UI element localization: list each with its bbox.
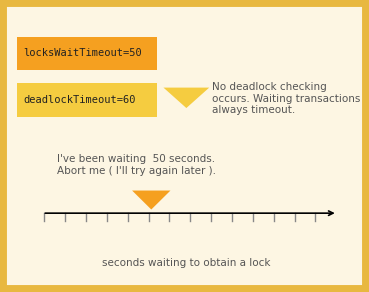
Text: No deadlock checking
occurs. Waiting transactions
always timeout.: No deadlock checking occurs. Waiting tra… (212, 82, 361, 115)
Text: I've been waiting  50 seconds.
Abort me ( I'll try again later ).: I've been waiting 50 seconds. Abort me (… (57, 154, 216, 176)
Text: locksWaitTimeout=50: locksWaitTimeout=50 (23, 48, 142, 58)
FancyBboxPatch shape (17, 83, 157, 117)
Text: deadlockTimeout=60: deadlockTimeout=60 (23, 95, 136, 105)
FancyBboxPatch shape (17, 36, 157, 70)
Polygon shape (132, 190, 170, 210)
Text: seconds waiting to obtain a lock: seconds waiting to obtain a lock (102, 258, 270, 268)
Polygon shape (163, 88, 209, 108)
